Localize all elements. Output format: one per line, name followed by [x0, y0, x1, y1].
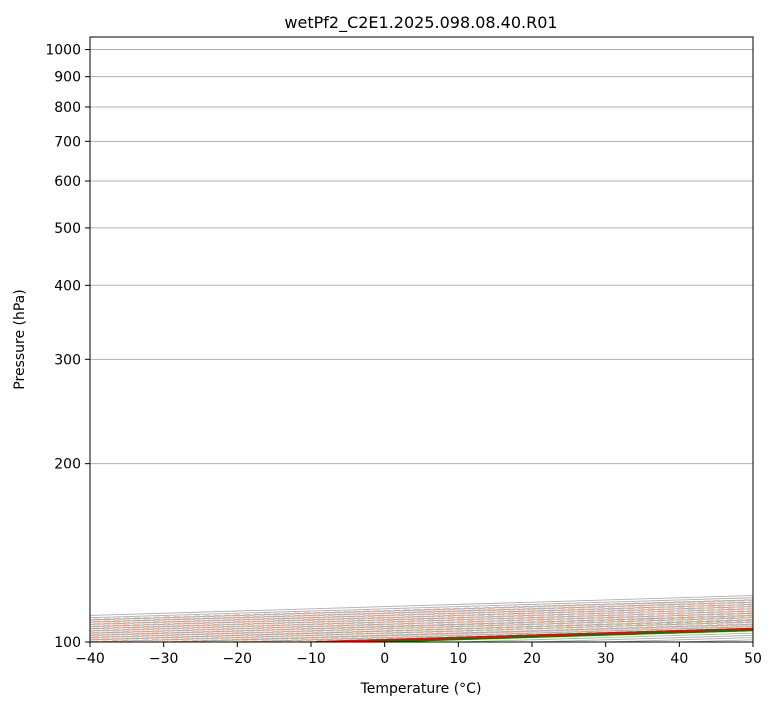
grid-lines — [90, 49, 753, 642]
plot-frame — [89, 36, 754, 643]
y-tick-label: 300 — [54, 352, 81, 368]
y-tick-label: 500 — [54, 221, 81, 237]
x-tick-label: 20 — [523, 651, 541, 667]
y-tick-label: 200 — [54, 457, 81, 473]
x-tick-label: 50 — [744, 651, 762, 667]
x-axis-title: Temperature (°C) — [360, 681, 482, 697]
x-tick-label: −40 — [75, 651, 105, 667]
x-tick-label: −10 — [296, 651, 326, 667]
y-tick-label: 100 — [54, 635, 81, 651]
axes: −40 −30 −20 −10 0 10 20 30 40 50 100 200 300 400 500 60… — [45, 43, 762, 667]
x-tick-label: 40 — [670, 651, 688, 667]
x-tick-label: −30 — [149, 651, 179, 667]
x-tick-label: 0 — [380, 651, 389, 667]
y-tick-label: 900 — [54, 70, 81, 86]
y-axis-title: Pressure (hPa) — [12, 289, 28, 389]
x-tick-label: −20 — [223, 651, 253, 667]
y-tick-label: 800 — [54, 100, 81, 116]
x-tick-label: 30 — [597, 651, 615, 667]
y-tick-label: 1000 — [45, 43, 81, 59]
y-tick-label: 600 — [54, 174, 81, 190]
x-tick-label: 10 — [449, 651, 467, 667]
y-tick-label: 700 — [54, 134, 81, 150]
chart-title: wetPf2_C2E1.2025.098.08.40.R01 — [284, 13, 557, 33]
y-tick-label: 400 — [54, 278, 81, 294]
